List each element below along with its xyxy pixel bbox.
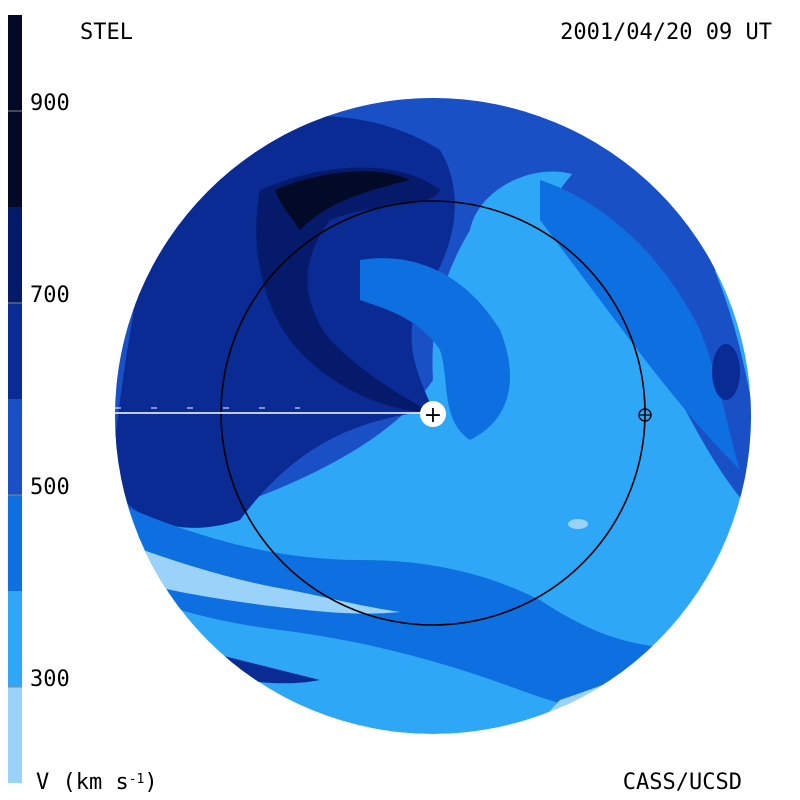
colorbar-ticks: 300 500 700 900 <box>8 91 70 692</box>
region-darker-streak <box>256 167 440 412</box>
chart-title-left: STEL <box>80 20 133 45</box>
credit-label: CASS/UCSD <box>622 770 742 795</box>
colorbar <box>8 15 22 783</box>
sun-marker <box>420 401 446 427</box>
colorbar-level-1 <box>8 591 22 687</box>
colorbar-level-5 <box>8 207 22 303</box>
chart-title-right: 2001/04/20 09 UT <box>560 20 772 45</box>
region-mid-right <box>540 180 740 470</box>
region-right-blob <box>712 344 740 400</box>
region-light-stripe <box>115 540 400 614</box>
colorbar-tick-label: 700 <box>30 283 70 308</box>
region-lower-band <box>115 500 751 724</box>
colorbar-units-label: V (km s-1) <box>36 770 158 795</box>
sun-marker-symbol: + <box>424 403 442 428</box>
colorbar-tick-label: 500 <box>30 475 70 500</box>
colorbar-tick-label: 300 <box>30 667 70 692</box>
colorbar-level-4 <box>8 303 22 399</box>
region-light-spot <box>568 519 588 529</box>
colorbar-level-0 <box>8 687 22 783</box>
region-darkest <box>275 171 410 230</box>
colorbar-level-3 <box>8 399 22 495</box>
colorbar-level-2 <box>8 495 22 591</box>
region-center-swirl <box>360 258 510 440</box>
colorbar-tick-label: 900 <box>30 91 70 116</box>
